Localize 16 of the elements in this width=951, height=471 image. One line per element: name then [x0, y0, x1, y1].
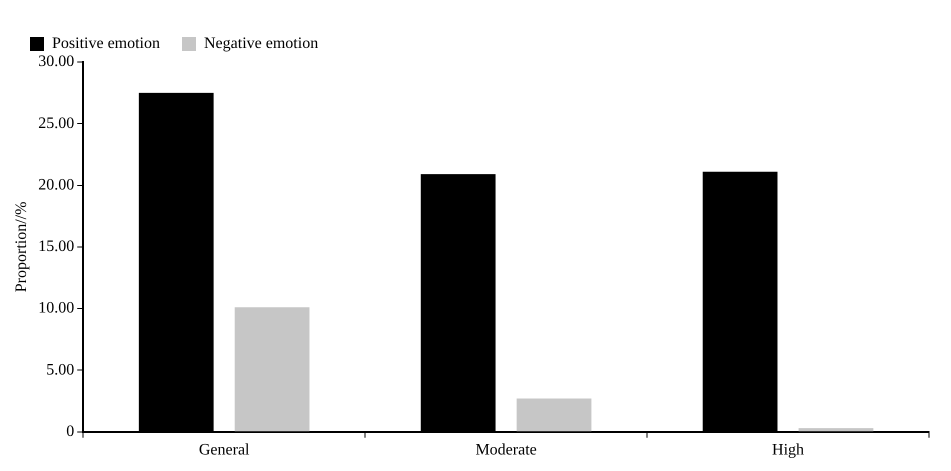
y-axis-title: Proportion//% — [12, 202, 30, 292]
legend-label: Positive emotion — [52, 35, 160, 52]
x-tick-label: High — [772, 442, 804, 459]
y-tick-label: 0 — [66, 423, 74, 440]
bar — [234, 307, 310, 432]
y-tick-label: 10.00 — [38, 300, 74, 317]
x-tick-label: Moderate — [475, 442, 537, 459]
y-tick-label: 30.00 — [38, 53, 74, 70]
y-tick-label: 15.00 — [38, 238, 74, 256]
y-tick-label: 5.00 — [46, 361, 74, 378]
y-tick-label: 25.00 — [38, 114, 74, 132]
x-tick-label: General — [198, 442, 250, 459]
legend-label: Negative emotion — [204, 35, 318, 52]
y-tick-label: 20.00 — [38, 176, 74, 194]
bar — [516, 398, 592, 432]
bar — [798, 428, 874, 432]
